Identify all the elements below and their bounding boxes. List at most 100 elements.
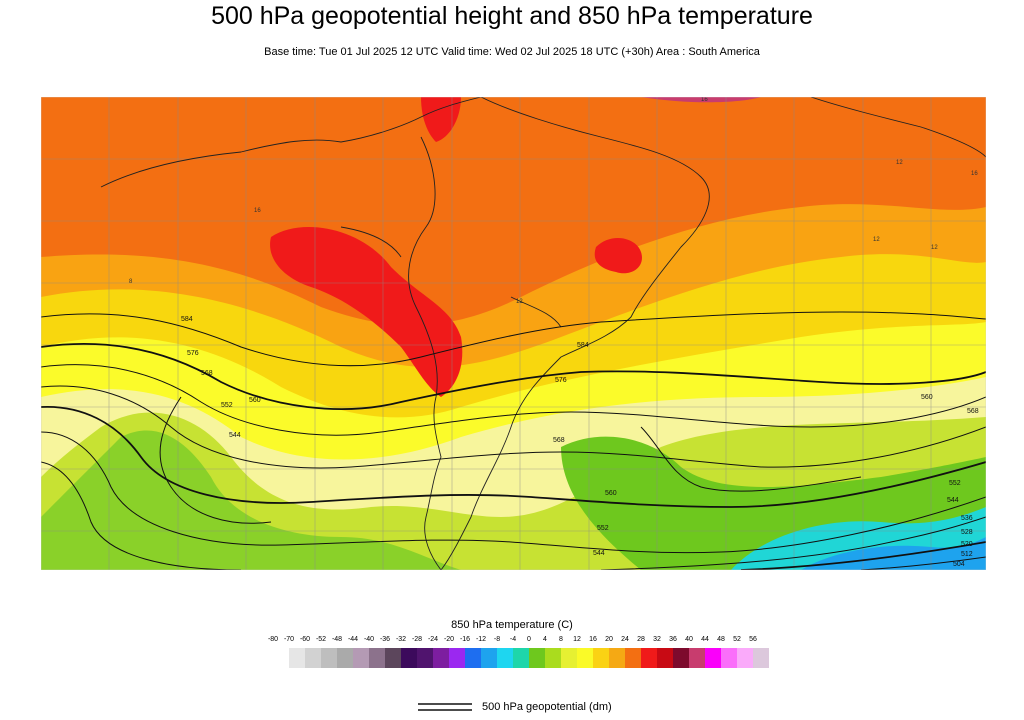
contour-label: 544 <box>593 550 605 557</box>
legend-tick-label: 36 <box>669 636 677 643</box>
contour-label: 584 <box>181 316 193 323</box>
legend-swatch <box>353 648 369 668</box>
contour-568 <box>41 364 986 436</box>
legend-swatch <box>433 648 449 668</box>
temp-label: 16 <box>971 171 978 177</box>
contour-label: 560 <box>605 490 617 497</box>
contour-ridge-west <box>159 396 272 524</box>
legend-tick-label: -70 <box>283 636 295 643</box>
contour-label: 520 <box>961 541 973 548</box>
contour-label: 512 <box>961 551 973 558</box>
legend-swatch <box>481 648 497 668</box>
legend-swatch <box>753 648 769 668</box>
contour-label: 584 <box>577 342 589 349</box>
temp-label: 12 <box>931 245 938 251</box>
legend-tick-label: 16 <box>589 636 597 643</box>
contour-label: 544 <box>229 432 241 439</box>
legend-tick-label: -20 <box>443 636 455 643</box>
geopotential-line-sample <box>418 703 472 711</box>
legend-swatch <box>689 648 705 668</box>
legend-tick-label: -8 <box>493 636 501 643</box>
chart-title: 500 hPa geopotential height and 850 hPa … <box>211 2 813 30</box>
legend-swatch <box>289 648 305 668</box>
contour-520 <box>740 541 986 570</box>
temp-label: 12 <box>516 299 523 305</box>
legend-tick-label: -12 <box>475 636 487 643</box>
legend-swatch <box>641 648 657 668</box>
legend-tick-label: -60 <box>299 636 311 643</box>
legend-tick-label: 40 <box>685 636 693 643</box>
legend-swatch <box>385 648 401 668</box>
legend-swatch <box>721 648 737 668</box>
contour-label: 552 <box>949 480 961 487</box>
chart-subtitle: Base time: Tue 01 Jul 2025 12 UTC Valid … <box>264 46 760 58</box>
contour-label: 528 <box>961 529 973 536</box>
legend-swatch <box>705 648 721 668</box>
legend-tick-label: 32 <box>653 636 661 643</box>
legend-tick-label: 20 <box>605 636 613 643</box>
temp-band-veryhot-andes <box>270 227 463 397</box>
contour-label: 552 <box>597 525 609 532</box>
contour-552 <box>41 405 986 508</box>
legend-swatch <box>657 648 673 668</box>
contour-trough-east <box>640 426 862 492</box>
temp-label: 12 <box>896 160 903 166</box>
legend-tick-label: 12 <box>573 636 581 643</box>
temp-band-magenta-north <box>641 97 761 103</box>
contour-512 <box>860 556 986 570</box>
lat-lon-grid <box>41 97 986 570</box>
legend-swatch <box>577 648 593 668</box>
legend-tick-label: 52 <box>733 636 741 643</box>
weather-map: 584 576 568 560 552 544 584 576 568 560 … <box>41 97 986 570</box>
contour-label: 568 <box>201 370 213 377</box>
temp-label: 16 <box>254 208 261 214</box>
temp-band-darkgreen <box>41 430 461 570</box>
legend-tick-label: -32 <box>395 636 407 643</box>
legend-swatch <box>737 648 753 668</box>
contour-576 <box>41 343 986 410</box>
legend-swatch <box>321 648 337 668</box>
contour-528 <box>600 516 986 570</box>
contour-584 <box>41 311 986 367</box>
temp-label: 12 <box>873 237 880 243</box>
legend-tick-label: -52 <box>315 636 327 643</box>
legend-swatch <box>625 648 641 668</box>
legend-tick-label: -16 <box>459 636 471 643</box>
legend-tick-label: -4 <box>509 636 517 643</box>
contour-label: 568 <box>553 437 565 444</box>
geopotential-legend-label: 500 hPa geopotential (dm) <box>482 701 612 713</box>
contour-label: 576 <box>555 377 567 384</box>
temp-band-veryhot-brazil <box>594 237 642 274</box>
legend-tick-label: 24 <box>621 636 629 643</box>
temperature-legend-swatches <box>289 648 769 668</box>
legend-tick-label: 44 <box>701 636 709 643</box>
legend-tick-label: -36 <box>379 636 391 643</box>
legend-swatch <box>417 648 433 668</box>
contour-label: 536 <box>961 515 973 522</box>
temp-label: 16 <box>701 97 708 103</box>
legend-swatch <box>529 648 545 668</box>
contour-label: 504 <box>953 561 965 568</box>
legend-tick-label: -44 <box>347 636 359 643</box>
temp-label-group: 8 16 16 12 12 12 12 16 <box>129 97 978 305</box>
temp-band-veryhot-north <box>421 97 461 142</box>
legend-tick-label: 28 <box>637 636 645 643</box>
legend-tick-label: 0 <box>527 636 531 643</box>
legend-swatch <box>449 648 465 668</box>
contour-label: 552 <box>221 402 233 409</box>
geopotential-contours <box>41 311 986 570</box>
temp-label: 8 <box>129 279 133 285</box>
legend-swatch <box>465 648 481 668</box>
legend-swatch <box>545 648 561 668</box>
contour-560 <box>41 385 986 469</box>
contour-544 <box>41 431 986 554</box>
temperature-legend-title: 850 hPa temperature (C) <box>451 619 573 631</box>
contour-label-group: 584 576 568 560 552 544 584 576 568 560 … <box>181 316 979 568</box>
legend-tick-label: -80 <box>267 636 279 643</box>
legend-tick-label: 48 <box>717 636 725 643</box>
legend-swatch <box>305 648 321 668</box>
legend-swatch <box>401 648 417 668</box>
contour-label: 576 <box>187 350 199 357</box>
legend-swatch <box>513 648 529 668</box>
contour-label: 560 <box>921 394 933 401</box>
